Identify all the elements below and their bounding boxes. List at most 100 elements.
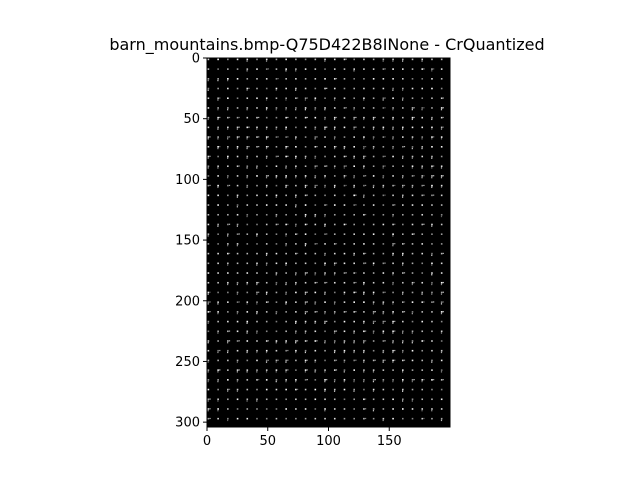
block-dc [353, 281, 355, 284]
block-dc [382, 417, 385, 420]
block-dc [372, 262, 375, 265]
block-ac [285, 147, 287, 150]
block-ac [353, 254, 355, 257]
block-dc [304, 107, 307, 109]
block-ac [382, 419, 384, 422]
block-ac [432, 194, 435, 196]
block-ac [326, 379, 328, 381]
block-dc [227, 320, 229, 323]
block-dc [246, 126, 249, 129]
block-ac [440, 186, 443, 189]
block-dc [256, 155, 258, 158]
block-dc [402, 107, 404, 109]
block-dc [353, 398, 355, 401]
block-ac [392, 89, 394, 91]
block-dc [285, 194, 287, 197]
block-dc [363, 97, 365, 100]
block-ac [316, 184, 318, 187]
block-dc [382, 213, 385, 216]
block-dc [343, 311, 346, 313]
block-dc [227, 145, 229, 148]
block-dc [246, 311, 249, 313]
block-dc [217, 136, 219, 138]
block-ac [432, 175, 435, 177]
block-ac [326, 165, 328, 167]
block-dc [411, 272, 414, 274]
block-dc [314, 68, 317, 70]
block-dc [440, 398, 443, 401]
block-dc [217, 184, 219, 187]
block-dc [440, 58, 443, 61]
block-ac [392, 380, 394, 383]
block-ac [246, 60, 248, 62]
block-ac [442, 107, 444, 109]
block-dc [207, 281, 210, 284]
block-dc [304, 417, 307, 420]
block-dc [236, 213, 239, 216]
block-dc [275, 379, 278, 381]
block-dc [402, 330, 404, 333]
block-ac [363, 138, 365, 140]
block-ac [442, 291, 444, 293]
block-ac [382, 332, 384, 334]
block-dc [246, 340, 249, 342]
block-ac [219, 116, 221, 119]
block-ac [314, 303, 316, 305]
block-dc [421, 175, 424, 177]
block-dc [275, 213, 278, 216]
x-tick-label: 150 [377, 434, 402, 449]
block-ac [228, 223, 231, 225]
block-ac [275, 128, 277, 130]
block-ac [372, 128, 375, 130]
block-ac [306, 301, 308, 303]
block-dc [275, 340, 278, 342]
block-ac [285, 244, 287, 247]
block-dc [392, 417, 394, 420]
block-dc [324, 213, 326, 216]
block-dc [392, 136, 394, 138]
block-ac [353, 186, 355, 189]
block-dc [324, 408, 326, 410]
block-dc [207, 204, 210, 206]
block-dc [314, 281, 317, 284]
block-ac [372, 118, 375, 121]
block-dc [314, 369, 317, 371]
block-dc [421, 291, 424, 294]
block-ac [236, 128, 238, 130]
block-dc [333, 369, 336, 371]
block-ac [402, 60, 404, 62]
block-dc [333, 301, 336, 303]
block-dc [236, 311, 239, 313]
block-dc [265, 175, 268, 177]
block-dc [256, 330, 258, 333]
block-ac [382, 303, 384, 305]
block-ac [432, 165, 435, 167]
block-dc [382, 145, 385, 148]
block-dc [411, 330, 414, 333]
block-ac [265, 138, 268, 140]
block-dc [236, 204, 239, 206]
block-dc [363, 175, 365, 177]
block-dc [431, 320, 433, 323]
block-dc [411, 349, 414, 352]
block-dc [207, 340, 210, 342]
block-ac [217, 400, 219, 402]
block-dc [227, 311, 229, 313]
block-ac [246, 108, 248, 111]
block-dc [295, 340, 297, 342]
block-dc [363, 262, 365, 265]
block-ac [324, 274, 326, 276]
block-ac [413, 116, 415, 119]
block-dc [304, 262, 307, 265]
block-ac [364, 184, 367, 187]
block-ac [423, 68, 425, 70]
block-dc [256, 272, 258, 274]
block-ac [248, 87, 250, 89]
block-dc [227, 58, 229, 61]
block-dc [372, 398, 375, 401]
block-dc [411, 252, 414, 255]
block-ac [326, 320, 328, 322]
block-dc [265, 369, 268, 371]
block-dc [265, 379, 268, 381]
